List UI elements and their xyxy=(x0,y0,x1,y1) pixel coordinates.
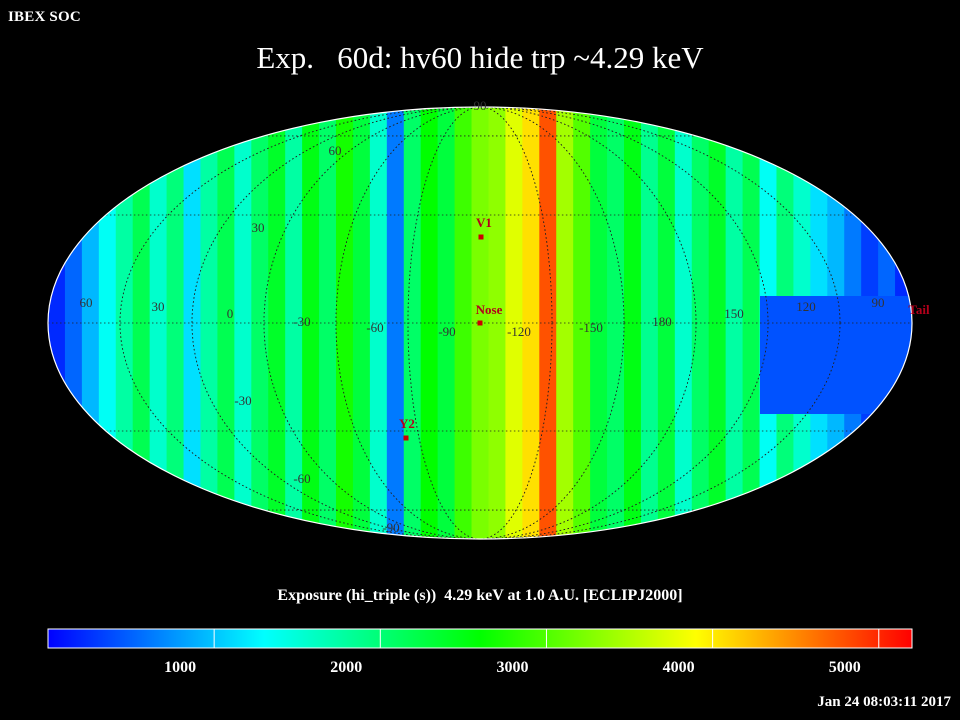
org-label: IBEX SOC xyxy=(8,9,81,25)
longitude-label: 180 xyxy=(652,314,672,329)
longitude-label: -30 xyxy=(293,314,310,329)
meridian-line xyxy=(335,107,625,539)
longitude-label: -120 xyxy=(507,324,531,339)
latitude-label: -30 xyxy=(234,393,251,408)
longitude-label: -90 xyxy=(438,324,455,339)
longitude-label: 30 xyxy=(152,299,165,314)
latitude-label: 60 xyxy=(329,143,342,158)
map-title: Exp. 60d: hv60 hide trp ~4.29 keV xyxy=(256,40,704,75)
colorbar-tick-label: 1000 xyxy=(164,659,197,676)
longitude-label: -60 xyxy=(366,320,383,335)
longitude-label: 0 xyxy=(227,306,234,321)
latitude-label: -90 xyxy=(382,520,399,535)
exposure-band xyxy=(319,107,337,539)
sky-map: 60 30 0 -30 -60 -90 -120 -150 180 150 120 90 90 60 30 -… xyxy=(47,98,930,540)
latitude-label: -60 xyxy=(293,471,310,486)
marker-label-tail: Tail xyxy=(908,302,930,317)
longitude-label: 90 xyxy=(872,295,885,310)
exposure-band xyxy=(607,107,625,539)
longitude-label: 60 xyxy=(80,295,93,310)
marker-label-nose: Nose xyxy=(476,302,503,317)
colorbar-tick-label: 4000 xyxy=(662,659,695,676)
marker-dot-v1 xyxy=(478,234,484,240)
longitude-label: 120 xyxy=(796,299,816,314)
meridian-line xyxy=(263,107,697,539)
longitude-label: 150 xyxy=(724,306,744,321)
timestamp: Jan 24 08:03:11 2017 xyxy=(817,694,951,710)
longitude-label: -150 xyxy=(579,320,603,335)
meridian-line xyxy=(407,107,553,539)
colorbar-tick-label: 5000 xyxy=(828,659,861,676)
marker-dot-nose xyxy=(477,320,483,326)
latitude-label: 90 xyxy=(474,98,487,113)
colorbar-tick-label: 3000 xyxy=(496,659,529,676)
meridian-line xyxy=(191,107,769,539)
meridian-line xyxy=(119,107,841,539)
colorbar-title: Exposure (hi_triple (s)) 4.29 keV at 1.0… xyxy=(277,587,683,604)
latitude-label: 30 xyxy=(252,220,265,235)
marker-label-y2: Y2 xyxy=(399,416,415,431)
marker-dot-y2 xyxy=(403,435,409,441)
marker-label-v1: V1 xyxy=(476,215,492,230)
colorbar-tick-label: 2000 xyxy=(330,659,363,676)
